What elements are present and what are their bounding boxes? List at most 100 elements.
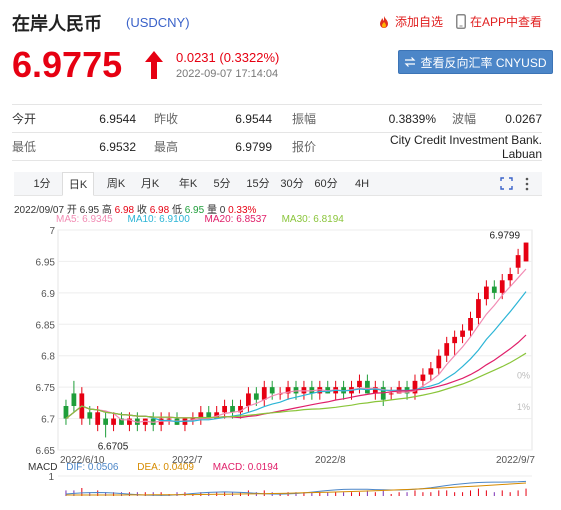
reverse-rate-button[interactable]: 查看反向汇率 CNYUSD xyxy=(398,50,553,74)
tab-yearly[interactable]: 年K xyxy=(178,178,198,190)
macd-bar xyxy=(366,490,368,496)
candle-body xyxy=(238,406,243,413)
x-axis-label: 2022/7 xyxy=(172,455,203,466)
macd-bar xyxy=(454,492,456,496)
macd-bar xyxy=(144,492,146,496)
candle-body xyxy=(460,330,465,337)
add-favorite-button[interactable]: 添加自选 xyxy=(377,13,443,30)
macd-bar xyxy=(414,490,416,496)
ohlc-high: 6.98 xyxy=(114,205,135,216)
tab-weekly[interactable]: 周K xyxy=(106,178,126,190)
macd-bar xyxy=(501,490,503,496)
y-tick-label: 6.85 xyxy=(36,320,56,331)
ohlc-high-label: 高 xyxy=(101,205,112,216)
quote-label: 波幅 xyxy=(452,112,477,126)
macd-bar xyxy=(97,490,99,496)
macd-bar xyxy=(279,494,281,496)
candle-body xyxy=(372,387,378,394)
quote-row: 今开 6.9544 昨收 6.9544 振幅 0.3839% 波幅 0.0267 xyxy=(12,105,542,133)
candle-body xyxy=(222,406,227,413)
candle-body xyxy=(388,393,394,395)
macd-bar xyxy=(343,492,345,496)
macd-axis-label: 1 xyxy=(48,472,54,483)
pair-name: 在岸人民币 xyxy=(12,14,102,35)
candle-body xyxy=(436,355,442,369)
pct-tick-label: 1% xyxy=(517,402,530,412)
candle-body xyxy=(190,418,196,420)
candle-body xyxy=(515,255,521,268)
macd-bar xyxy=(303,492,305,496)
ohlc-open: 6.95 xyxy=(79,205,100,216)
candle-body xyxy=(420,374,426,381)
candle-body xyxy=(261,387,267,400)
candle-body xyxy=(95,412,101,425)
ohlc-low: 6.95 xyxy=(184,205,205,216)
candle-body xyxy=(341,387,346,394)
candle-body xyxy=(71,393,77,406)
candle-body xyxy=(444,343,450,356)
macd-bar xyxy=(509,492,511,496)
candle-body xyxy=(293,387,299,394)
macd-bar xyxy=(422,492,424,496)
quote-timestamp: 2022-09-07 17:14:04 xyxy=(176,68,279,80)
kline-chart[interactable]: 7 6.95 6.9 6.85 6.8 6.75 6.7 6.65 1% 0% 6.9799 6.67… xyxy=(0,224,561,510)
last-price: 6.9775 xyxy=(12,44,123,85)
tab-1min[interactable]: 1分 xyxy=(33,178,51,190)
ma-legend: MA5: 6.9345 MA10: 6.9100 MA20: 6.8537 MA… xyxy=(56,214,356,225)
tab-15min[interactable]: 15分 xyxy=(246,178,270,190)
fullscreen-icon[interactable] xyxy=(500,177,513,190)
tab-4h[interactable]: 4H xyxy=(354,178,370,190)
open-in-app-link[interactable]: 在APP中查看 xyxy=(456,13,542,30)
more-options-icon[interactable] xyxy=(524,177,530,191)
ma20-line xyxy=(65,334,527,420)
quote-table: 今开 6.9544 昨收 6.9544 振幅 0.3839% 波幅 0.0267… xyxy=(12,104,542,161)
macd-bar xyxy=(160,492,162,496)
y-tick-label: 7 xyxy=(49,226,55,237)
tab-5min[interactable]: 5分 xyxy=(213,178,231,190)
candle-body xyxy=(87,412,93,419)
macd-bar xyxy=(477,488,479,496)
tab-60min[interactable]: 60分 xyxy=(314,178,338,190)
macd-bar xyxy=(382,490,384,496)
ma20-label: MA20: 6.8537 xyxy=(204,214,267,225)
candle-body xyxy=(380,387,386,400)
ohlc-low-label: 低 xyxy=(171,205,182,216)
candle-body xyxy=(428,368,434,375)
max-label: 6.9799 xyxy=(489,231,520,242)
candle-body xyxy=(285,387,291,394)
macd-bar xyxy=(152,492,154,496)
pct-tick-label: 0% xyxy=(517,371,530,381)
macd-bar xyxy=(406,492,408,496)
tab-daily[interactable]: 日K xyxy=(62,172,94,196)
ma5-label: MA5: 6.9345 xyxy=(56,214,113,225)
candle-body xyxy=(499,280,505,293)
candle-body xyxy=(365,380,370,394)
candle-body xyxy=(198,412,204,419)
y-tick-label: 6.8 xyxy=(41,352,55,363)
swap-icon xyxy=(405,57,416,67)
y-tick-label: 6.7 xyxy=(41,415,55,426)
chart-period-tabs: 1分 日K 周K 月K 年K 5分 15分 30分 60分 4H xyxy=(14,172,542,196)
macd-bar xyxy=(398,492,400,496)
macd-bar xyxy=(438,490,440,496)
price-section: 6.9775 0.0231 (0.3322%) 2022-09-07 17:14… xyxy=(12,44,553,88)
candle-body xyxy=(269,387,275,394)
candle-body xyxy=(63,406,69,419)
macd-bar xyxy=(105,492,107,496)
candle-body xyxy=(111,418,116,425)
macd-bar xyxy=(430,492,432,496)
tab-monthly[interactable]: 月K xyxy=(140,178,160,190)
macd-dif: DIF: 0.0506 xyxy=(66,462,119,473)
header: 在岸人民币 (USDCNY) 添加自选 在APP中查看 xyxy=(12,10,552,36)
macd-bar xyxy=(81,488,83,496)
tab-30min[interactable]: 30分 xyxy=(280,178,304,190)
quote-label: 最低 xyxy=(12,140,37,154)
quote-label: 报价 xyxy=(292,140,317,154)
x-axis-label: 2022/6/10 xyxy=(60,455,105,466)
candle-body xyxy=(523,242,529,262)
macd-bar xyxy=(120,492,122,496)
macd-bar xyxy=(176,492,178,496)
macd-bar xyxy=(113,492,115,496)
add-favorite-label: 添加自选 xyxy=(395,15,444,29)
macd-bar xyxy=(517,490,519,496)
